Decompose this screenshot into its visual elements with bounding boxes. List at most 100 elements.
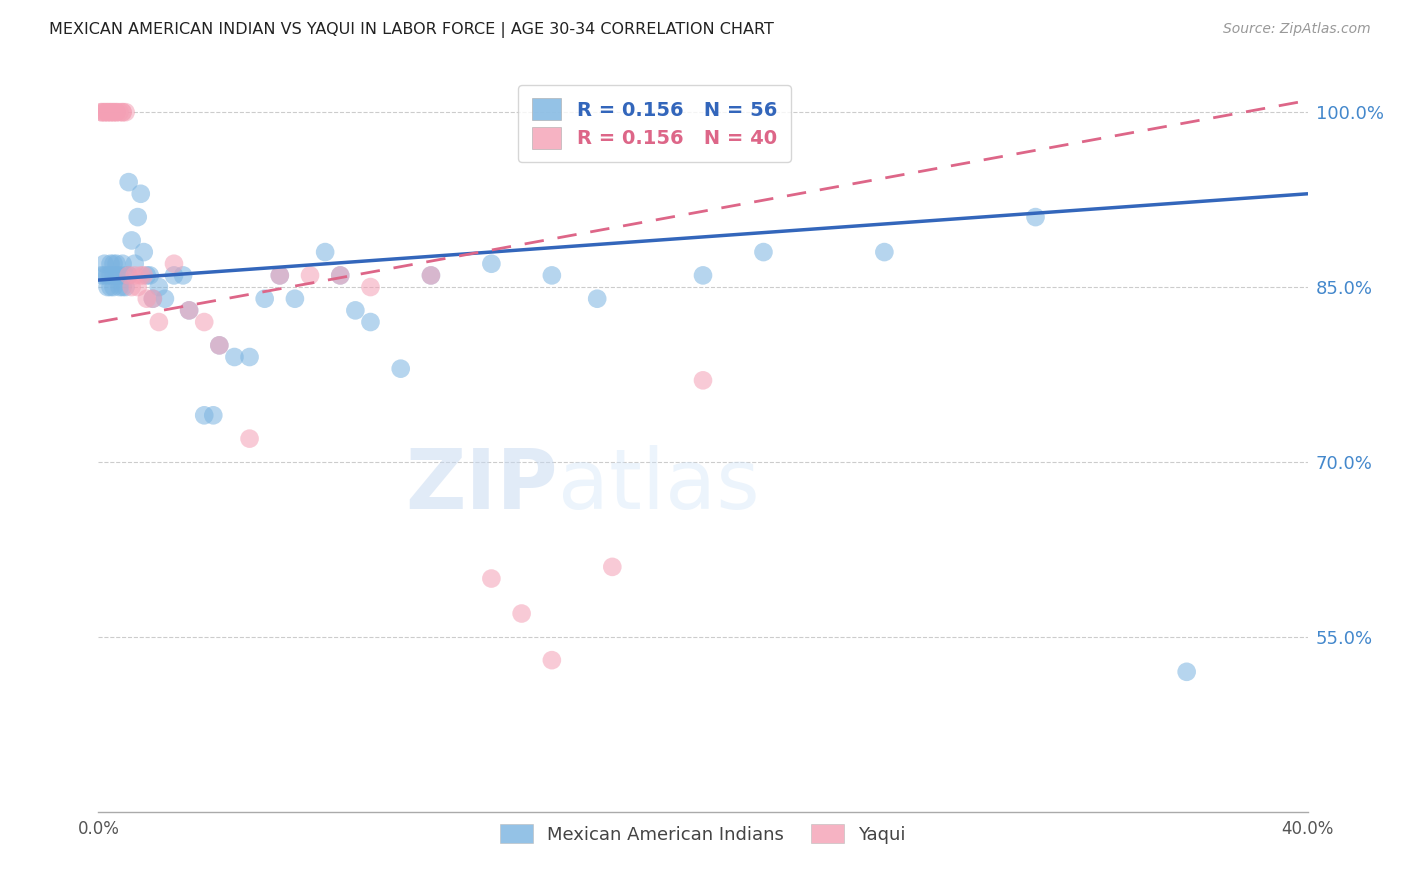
- Point: [118, 175, 141, 189]
- Point: [139, 268, 162, 283]
- Point: [344, 303, 367, 318]
- Point: [114, 280, 136, 294]
- Point: [111, 257, 134, 271]
- Point: [127, 280, 149, 294]
- Point: [108, 105, 131, 120]
- Point: [90, 105, 112, 120]
- Point: [314, 245, 336, 260]
- Point: [118, 268, 141, 283]
- Point: [163, 268, 186, 283]
- Point: [108, 268, 131, 283]
- Point: [93, 268, 115, 283]
- Point: [103, 268, 125, 283]
- Point: [208, 338, 231, 352]
- Point: [124, 268, 146, 283]
- Point: [105, 257, 128, 271]
- Point: [132, 245, 155, 260]
- Point: [103, 105, 125, 120]
- Point: [602, 560, 624, 574]
- Point: [96, 268, 118, 283]
- Point: [1175, 665, 1198, 679]
- Point: [108, 280, 131, 294]
- Point: [172, 268, 194, 283]
- Point: [135, 292, 157, 306]
- Point: [420, 268, 443, 283]
- Point: [360, 280, 382, 294]
- Point: [100, 105, 122, 120]
- Point: [100, 268, 122, 283]
- Point: [114, 105, 136, 120]
- Point: [269, 268, 291, 283]
- Point: [179, 303, 201, 318]
- Point: [96, 105, 118, 120]
- Point: [93, 257, 115, 271]
- Point: [96, 105, 118, 120]
- Y-axis label: In Labor Force | Age 30-34: In Labor Force | Age 30-34: [0, 332, 8, 551]
- Point: [163, 257, 186, 271]
- Point: [103, 280, 125, 294]
- Text: ZIP: ZIP: [405, 445, 558, 526]
- Point: [93, 105, 115, 120]
- Point: [111, 280, 134, 294]
- Point: [153, 292, 176, 306]
- Point: [1024, 210, 1046, 224]
- Point: [193, 409, 215, 423]
- Point: [202, 409, 225, 423]
- Point: [127, 210, 149, 224]
- Point: [540, 653, 562, 667]
- Legend: Mexican American Indians, Yaqui: Mexican American Indians, Yaqui: [494, 817, 912, 851]
- Point: [208, 338, 231, 352]
- Point: [420, 268, 443, 283]
- Point: [692, 373, 714, 387]
- Point: [93, 105, 115, 120]
- Point: [389, 361, 412, 376]
- Point: [873, 245, 896, 260]
- Point: [111, 105, 134, 120]
- Point: [129, 268, 152, 283]
- Point: [96, 280, 118, 294]
- Point: [481, 257, 503, 271]
- Point: [121, 280, 143, 294]
- Point: [142, 292, 165, 306]
- Point: [90, 268, 112, 283]
- Point: [100, 280, 122, 294]
- Point: [360, 315, 382, 329]
- Point: [329, 268, 352, 283]
- Point: [269, 268, 291, 283]
- Point: [103, 257, 125, 271]
- Point: [121, 234, 143, 248]
- Text: MEXICAN AMERICAN INDIAN VS YAQUI IN LABOR FORCE | AGE 30-34 CORRELATION CHART: MEXICAN AMERICAN INDIAN VS YAQUI IN LABO…: [49, 22, 775, 38]
- Point: [224, 350, 246, 364]
- Point: [299, 268, 322, 283]
- Point: [124, 257, 146, 271]
- Point: [129, 186, 152, 201]
- Point: [329, 268, 352, 283]
- Point: [179, 303, 201, 318]
- Point: [111, 105, 134, 120]
- Point: [510, 607, 533, 621]
- Point: [239, 432, 262, 446]
- Point: [148, 280, 170, 294]
- Point: [100, 105, 122, 120]
- Text: Source: ZipAtlas.com: Source: ZipAtlas.com: [1223, 22, 1371, 37]
- Point: [253, 292, 276, 306]
- Point: [481, 572, 503, 586]
- Point: [90, 105, 112, 120]
- Point: [118, 268, 141, 283]
- Point: [103, 105, 125, 120]
- Point: [105, 268, 128, 283]
- Point: [105, 105, 128, 120]
- Point: [135, 268, 157, 283]
- Text: atlas: atlas: [558, 445, 759, 526]
- Point: [105, 105, 128, 120]
- Point: [193, 315, 215, 329]
- Point: [100, 257, 122, 271]
- Point: [132, 268, 155, 283]
- Point: [586, 292, 609, 306]
- Point: [239, 350, 262, 364]
- Point: [284, 292, 307, 306]
- Point: [540, 268, 562, 283]
- Point: [148, 315, 170, 329]
- Point: [114, 268, 136, 283]
- Point: [692, 268, 714, 283]
